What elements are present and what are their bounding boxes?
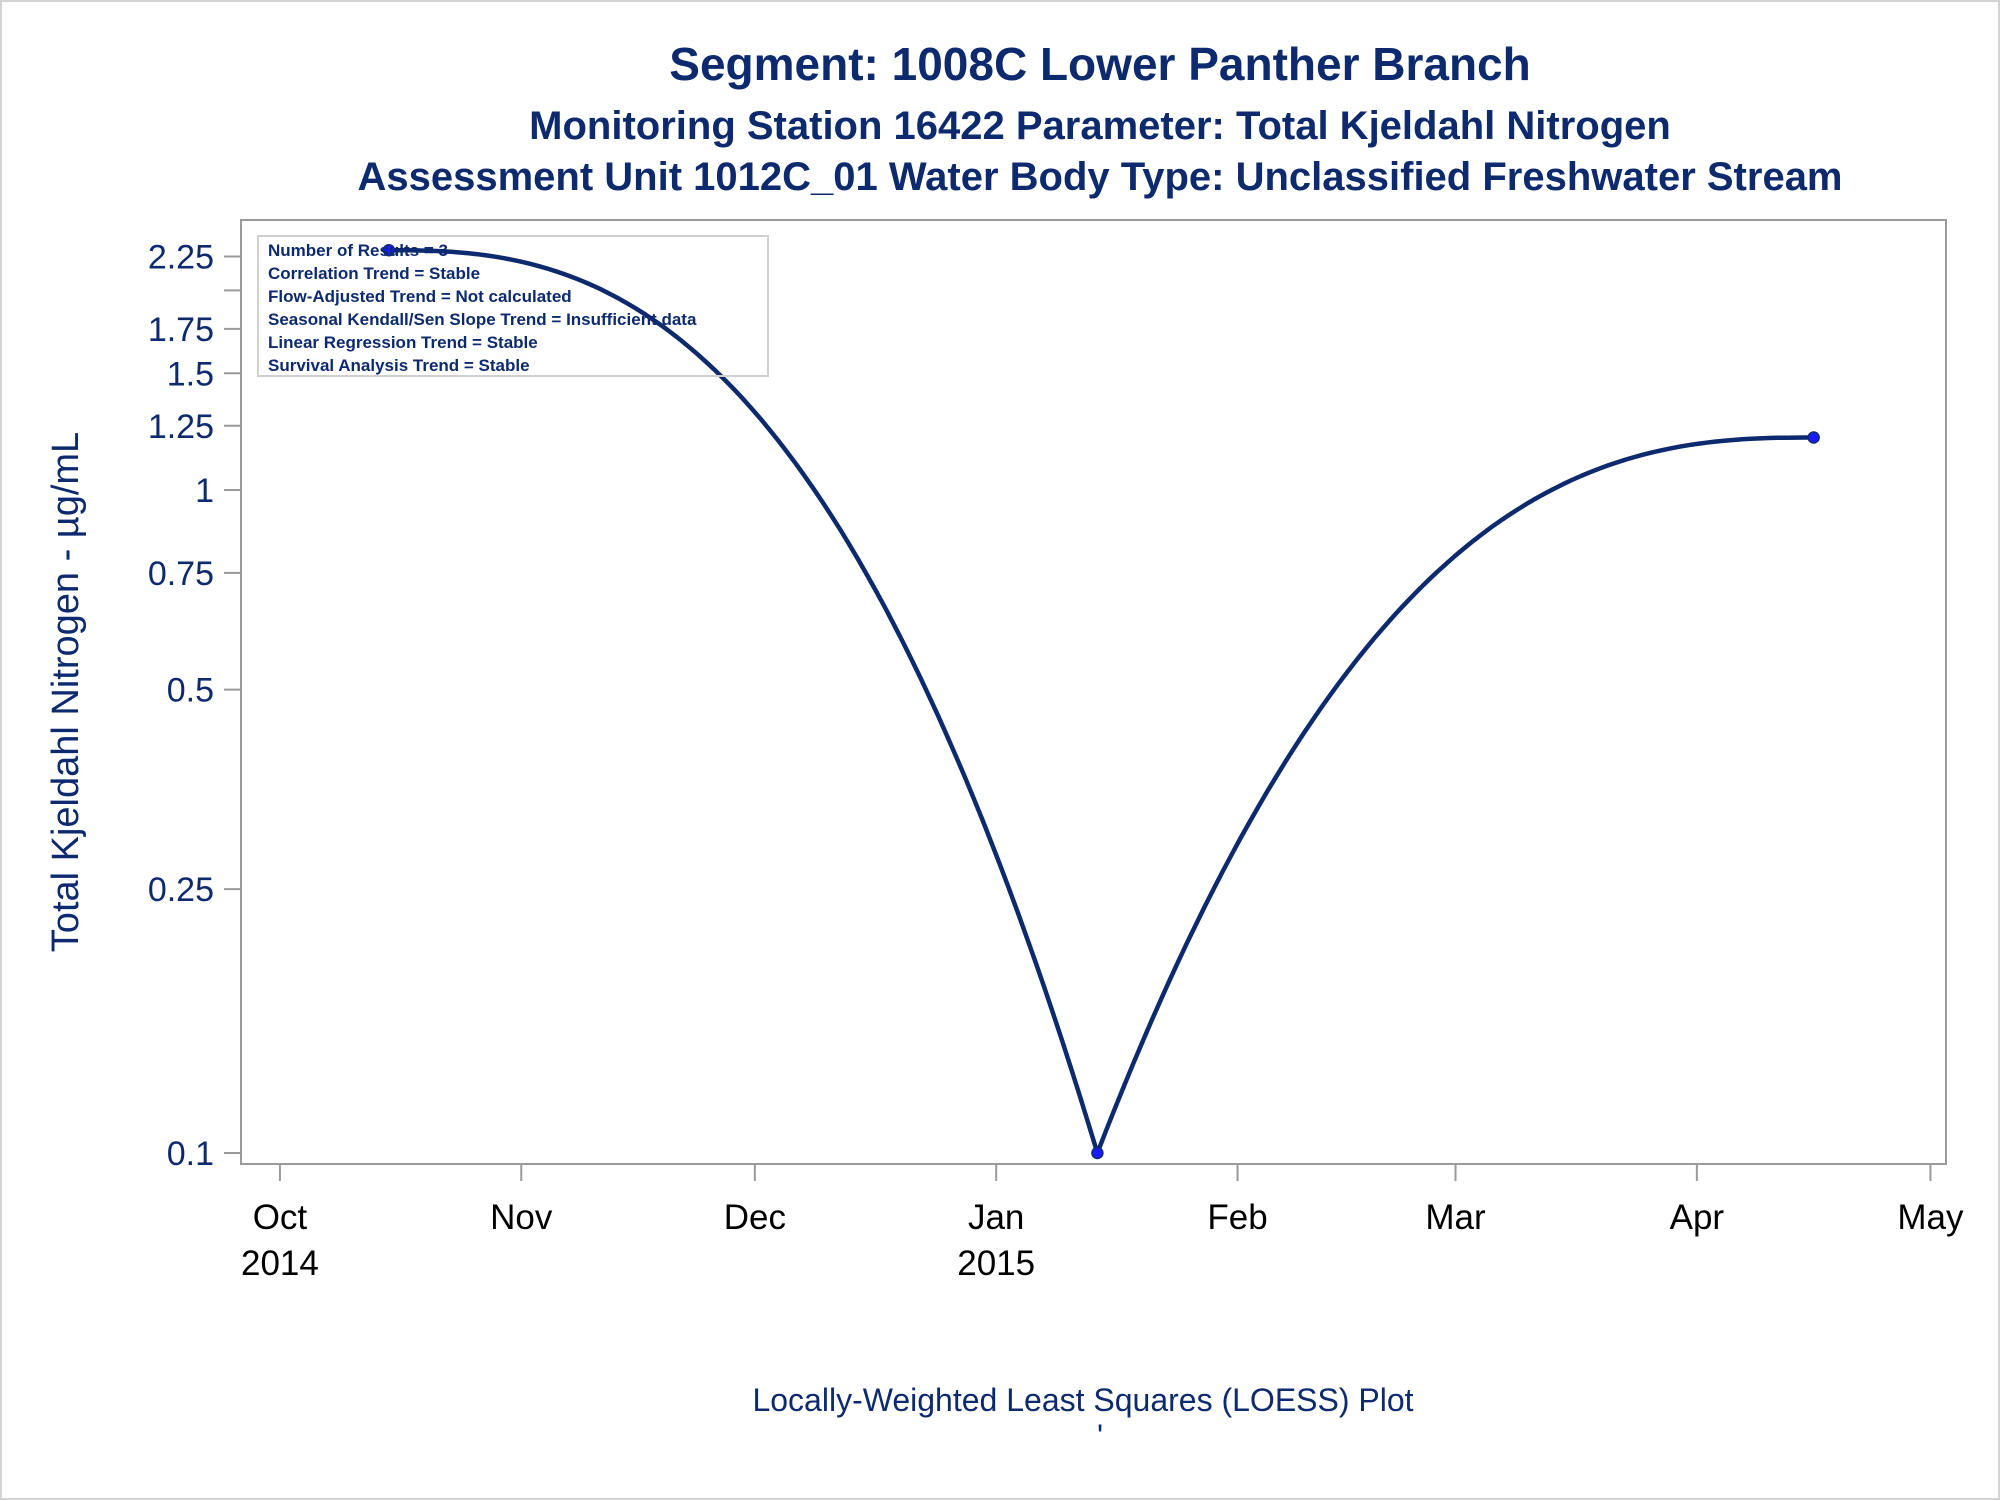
- y-tick-label: 1.75: [148, 311, 214, 349]
- stats-box: Number of Results = 3 Correlation Trend …: [257, 235, 769, 377]
- y-tick-label: 0.1: [167, 1135, 214, 1173]
- series-line: [388, 247, 1814, 1156]
- x-tick-label: Nov: [490, 1198, 553, 1237]
- y-tick-label: 2.25: [148, 239, 214, 277]
- chart-subtitle-2: Assessment Unit 1012C_01 Water Body Type…: [358, 155, 1843, 199]
- chart-subtitle: Monitoring Station 16422 Parameter: Tota…: [529, 104, 1671, 148]
- x-tick-sublabel: 2014: [241, 1244, 319, 1283]
- x-tick-sublabel: 2015: [957, 1244, 1035, 1283]
- y-tick-label: 1.5: [167, 355, 214, 393]
- chart-footnote: Locally-Weighted Least Squares (LOESS) P…: [752, 1382, 1413, 1418]
- data-point: [1091, 1146, 1104, 1160]
- stats-box-border: [257, 235, 769, 377]
- x-tick-label: Jan: [968, 1198, 1024, 1237]
- y-axis: 0.1 0.25 0.5 0.75 1 1.25 1.5 1.75 2.25: [148, 239, 241, 1173]
- x-tick-label: Oct: [253, 1198, 308, 1237]
- series-loess: [382, 243, 1820, 1160]
- y-axis-label: Total Kjeldahl Nitrogen - µg/mL: [45, 432, 87, 952]
- stats-line-correlation: Correlation Trend = Stable: [268, 264, 480, 283]
- x-tick-label: Apr: [1670, 1198, 1725, 1237]
- data-point: [1807, 431, 1820, 444]
- y-tick-label: 0.5: [167, 672, 214, 710]
- stats-line-survival: Survival Analysis Trend = Stable: [268, 356, 530, 375]
- y-tick-label: 0.75: [148, 555, 214, 593]
- x-axis: Oct 2014 Nov Dec Jan 2015 Feb Mar Apr May: [241, 1164, 1964, 1283]
- x-tick-label: Mar: [1425, 1198, 1486, 1237]
- y-tick-label: 1.25: [148, 408, 214, 446]
- stats-line-flow-adjusted: Flow-Adjusted Trend = Not calculated: [268, 287, 572, 306]
- plot-area: [240, 219, 1947, 1165]
- y-tick-label: 0.25: [148, 871, 214, 909]
- data-point: [382, 243, 396, 257]
- x-tick-label: Dec: [724, 1198, 786, 1237]
- y-tick-label: 1: [195, 472, 214, 510]
- stats-line-seasonal-kendall: Seasonal Kendall/Sen Slope Trend = Insuf…: [268, 310, 697, 329]
- chart-title: Segment: 1008C Lower Panther Branch: [669, 38, 1530, 90]
- chart-footnote-mark: ': [1097, 1418, 1103, 1454]
- stats-line-linear-regression: Linear Regression Trend = Stable: [268, 333, 538, 352]
- x-tick-label: Feb: [1207, 1198, 1267, 1237]
- x-tick-label: May: [1897, 1198, 1964, 1237]
- stats-line-results: Number of Results = 3: [268, 241, 448, 260]
